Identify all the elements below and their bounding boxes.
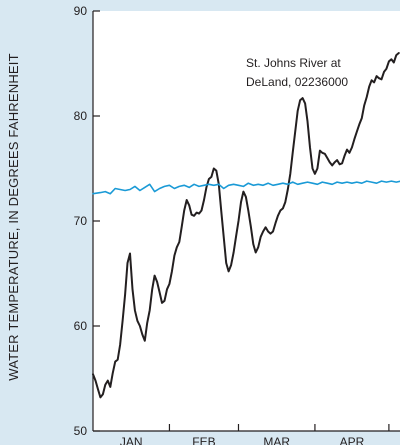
y-axis-title: WATER TEMPERATURE, IN DEGREES FAHRENHEIT xyxy=(6,53,21,381)
x-tick-label-jan: JAN xyxy=(120,435,143,445)
series-group xyxy=(92,52,400,399)
y-tick-label-80: 80 xyxy=(74,109,88,123)
plot-area xyxy=(93,11,400,431)
annotation: St. Johns River at DeLand, 02236000 xyxy=(246,56,348,89)
x-ticks: JANFEBMARAPRMAY xyxy=(120,424,390,445)
series-line-1 xyxy=(92,180,400,195)
y-tick-label-60: 60 xyxy=(74,319,88,333)
x-tick-label-feb: FEB xyxy=(192,435,215,445)
y-tick-label-50: 50 xyxy=(74,424,88,438)
annotation-line-2: DeLand, 02236000 xyxy=(246,75,348,89)
y-ticks: 50 60 70 80 90 xyxy=(74,4,100,438)
y-tick-label-70: 70 xyxy=(74,214,88,228)
y-tick-label-90: 90 xyxy=(74,4,88,18)
annotation-line-1: St. Johns River at xyxy=(246,56,341,70)
x-tick-label-apr: APR xyxy=(340,435,365,445)
x-tick-label-mar: MAR xyxy=(263,435,290,445)
series-line-0 xyxy=(92,52,400,399)
